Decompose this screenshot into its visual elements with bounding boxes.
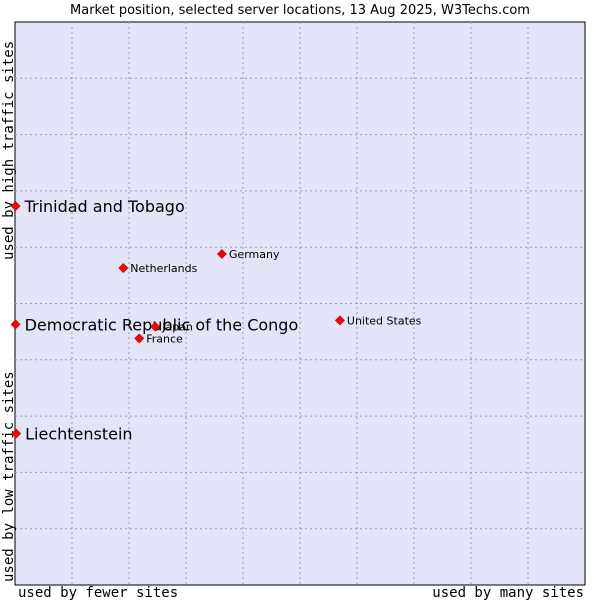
- x-axis-label-right: used by many sites: [432, 585, 584, 600]
- data-point-label-germany: Germany: [229, 248, 280, 261]
- data-point-marker-germany: [216, 249, 227, 259]
- data-point-label-trinidad-and-tobago: Trinidad and Tobago: [24, 197, 185, 216]
- data-point-marker-netherlands: [118, 263, 129, 273]
- data-point-marker-japan: [150, 321, 161, 332]
- data-point-marker-liechtenstein: [11, 428, 22, 439]
- data-point-label-netherlands: Netherlands: [130, 262, 197, 275]
- grid-lines: [15, 22, 585, 585]
- data-point-label-liechtenstein: Liechtenstein: [25, 425, 132, 444]
- data-point-marker-france: [134, 333, 145, 344]
- data-point-marker-united-states: [334, 315, 345, 326]
- data-points: Trinidad and Tobago Democratic Republic o…: [10, 197, 422, 444]
- chart-title: Market position, selected server locatio…: [70, 3, 530, 18]
- data-point-label-japan: Japan: [161, 321, 193, 334]
- y-axis-label-top: used by high traffic sites: [1, 41, 17, 260]
- y-axis-label-bottom: used by low traffic sites: [1, 371, 17, 582]
- data-point-marker-democratic-republic-of-the-congo: [10, 319, 21, 330]
- x-axis-label-left: used by fewer sites: [18, 585, 178, 600]
- data-point-label-united-states: United States: [347, 314, 422, 327]
- data-point-label-france: France: [146, 332, 183, 345]
- data-point-marker-trinidad-and-tobago: [10, 201, 21, 212]
- data-point-label-democratic-republic-of-the-congo: Democratic Republic of the Congo: [25, 315, 299, 334]
